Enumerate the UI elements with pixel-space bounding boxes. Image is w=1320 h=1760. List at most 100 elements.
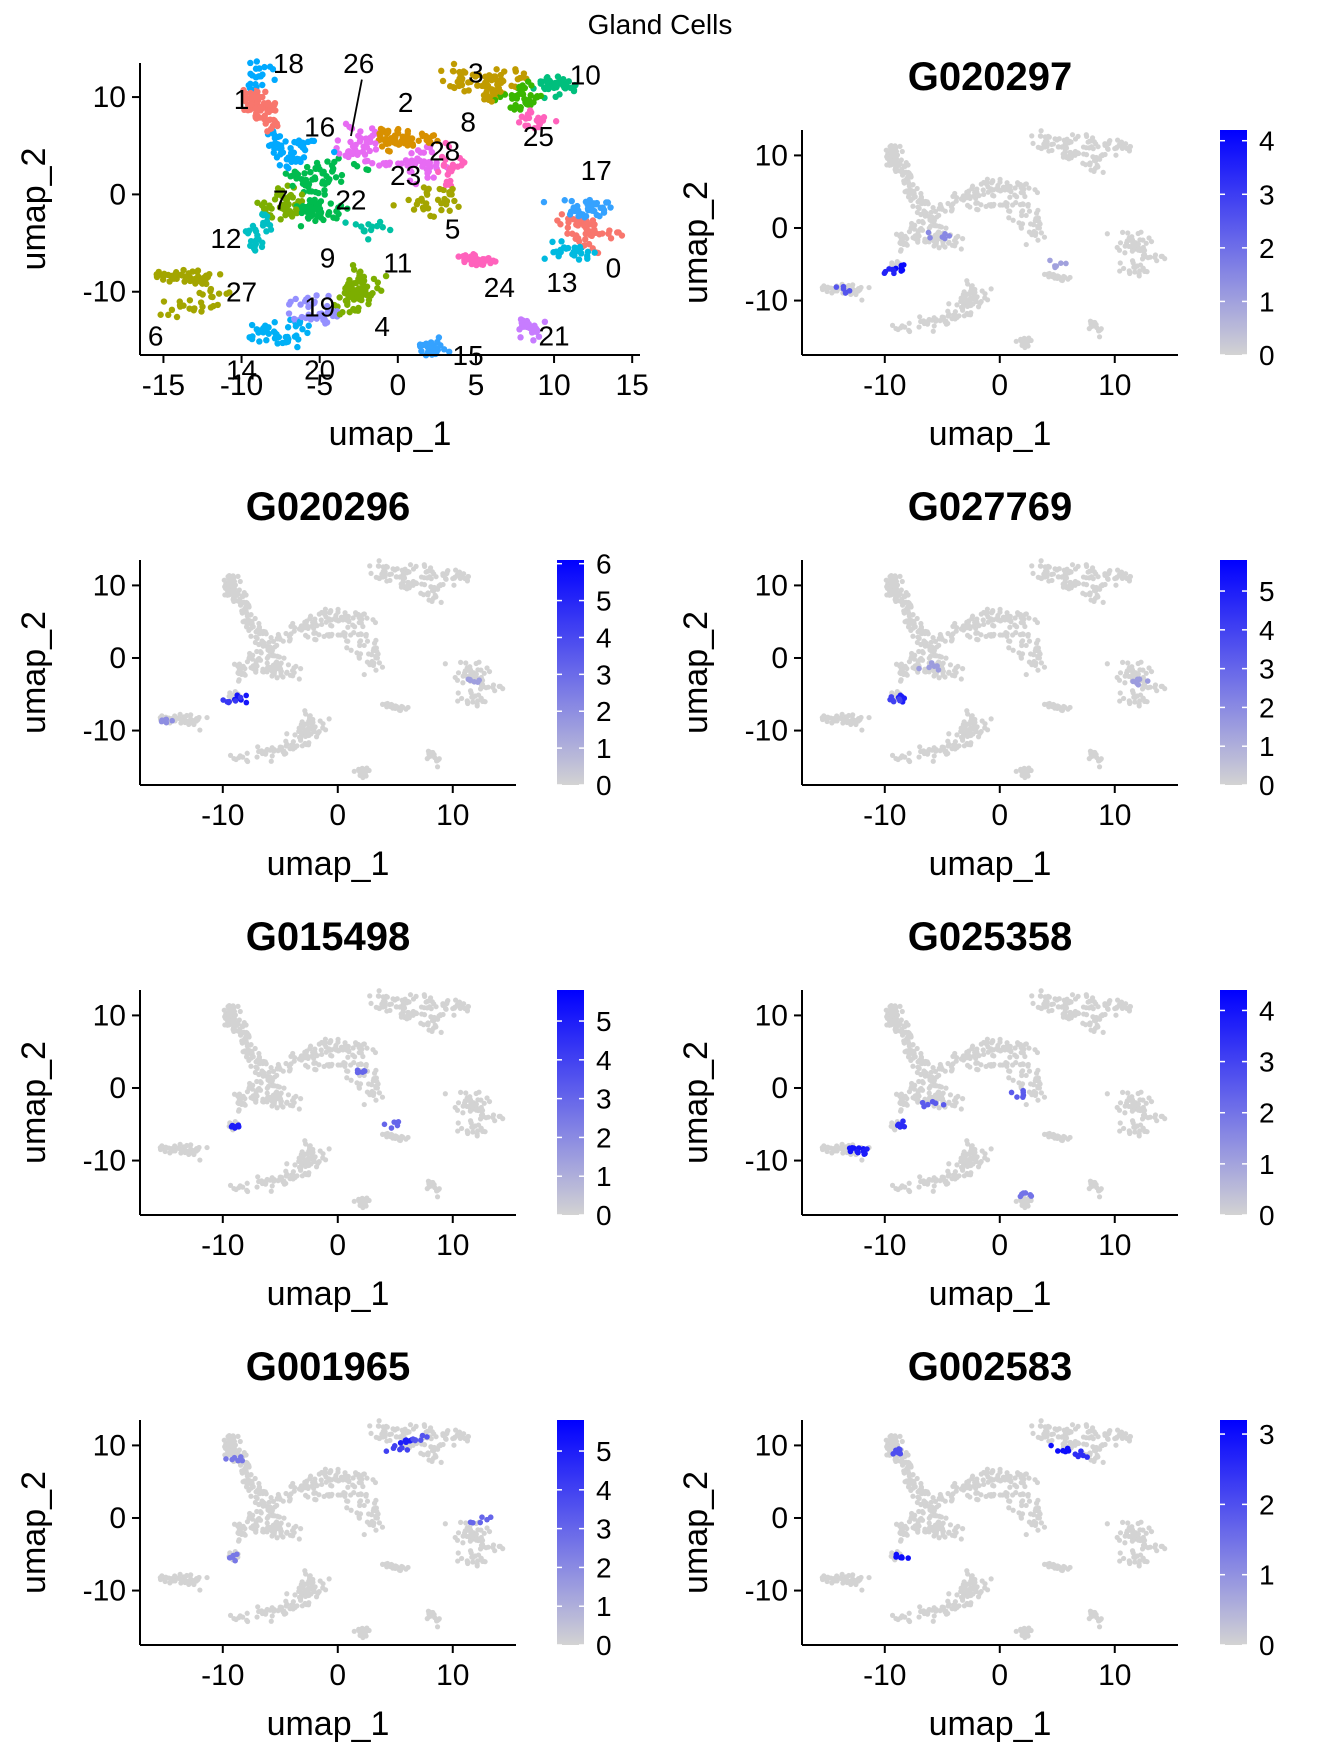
cell-point bbox=[1023, 671, 1029, 678]
cluster-label: 20 bbox=[304, 355, 335, 386]
cell-point bbox=[280, 1104, 286, 1110]
cell-point bbox=[244, 1051, 250, 1057]
cell-point bbox=[1095, 144, 1101, 150]
cell-point bbox=[379, 664, 386, 670]
cell-point bbox=[1021, 765, 1027, 771]
cluster-point bbox=[335, 155, 342, 162]
cell-point bbox=[1019, 1046, 1026, 1052]
cell-point bbox=[922, 630, 928, 637]
cell-point bbox=[974, 630, 981, 636]
cluster-point bbox=[182, 274, 189, 281]
cluster-point bbox=[325, 292, 332, 300]
cell-point bbox=[429, 752, 436, 758]
cell-point bbox=[316, 1041, 322, 1047]
cell-point bbox=[1094, 592, 1100, 598]
cluster-point bbox=[200, 274, 207, 282]
cell-point bbox=[1131, 694, 1137, 700]
cell-point bbox=[1139, 256, 1146, 262]
x-tick-label: -10 bbox=[863, 369, 906, 402]
cell-point bbox=[172, 713, 178, 719]
expression-point bbox=[946, 233, 953, 239]
cluster-point bbox=[263, 228, 270, 235]
cluster-point bbox=[282, 339, 290, 346]
cell-point bbox=[1098, 326, 1104, 332]
cell-point bbox=[1010, 1077, 1016, 1083]
cell-point bbox=[257, 1079, 263, 1085]
cluster-point bbox=[274, 185, 282, 192]
cell-point bbox=[1062, 145, 1068, 151]
cluster-point bbox=[387, 226, 394, 234]
cell-point bbox=[897, 573, 903, 579]
cluster-point bbox=[450, 83, 457, 91]
cell-point bbox=[964, 194, 970, 200]
cell-point bbox=[892, 1026, 898, 1033]
cluster-point bbox=[160, 298, 168, 305]
cell-point bbox=[475, 1128, 481, 1134]
cell-point bbox=[1038, 128, 1044, 134]
cell-point bbox=[1142, 268, 1148, 275]
cell-point bbox=[226, 1002, 232, 1009]
cluster-label: 14 bbox=[226, 355, 257, 386]
cluster-point bbox=[412, 180, 420, 188]
expression-point bbox=[476, 677, 483, 683]
cell-point bbox=[1046, 273, 1052, 279]
cell-point bbox=[307, 1043, 314, 1049]
cluster-point bbox=[575, 207, 582, 214]
cell-point bbox=[468, 1101, 474, 1107]
cell-point bbox=[1154, 688, 1160, 694]
cluster-point bbox=[607, 235, 615, 242]
cell-point bbox=[859, 297, 865, 303]
cell-point bbox=[422, 993, 428, 999]
cell-point bbox=[936, 1083, 942, 1089]
cluster-point bbox=[607, 204, 614, 211]
cell-point bbox=[492, 1118, 498, 1124]
cell-point bbox=[916, 754, 922, 760]
cell-point bbox=[901, 608, 907, 614]
cell-point bbox=[974, 616, 980, 622]
cell-point bbox=[236, 1091, 243, 1097]
cell-point bbox=[356, 1084, 362, 1090]
cluster-point bbox=[313, 315, 320, 322]
cell-point bbox=[275, 748, 281, 754]
cluster-point bbox=[561, 197, 568, 204]
colorbar bbox=[557, 560, 584, 785]
cell-point bbox=[291, 669, 297, 676]
cell-point bbox=[1154, 258, 1160, 264]
cluster-point bbox=[345, 283, 352, 291]
cell-point bbox=[285, 662, 292, 668]
cluster-label: 25 bbox=[523, 121, 554, 152]
cell-point bbox=[371, 1070, 378, 1076]
cluster-leader-line bbox=[350, 79, 363, 137]
cell-point bbox=[281, 655, 287, 661]
cell-point bbox=[185, 1148, 191, 1154]
cell-point bbox=[178, 1147, 185, 1153]
cell-point bbox=[964, 202, 971, 208]
cluster-point bbox=[357, 268, 364, 275]
cell-point bbox=[1120, 659, 1126, 665]
cell-point bbox=[318, 617, 324, 623]
cell-point bbox=[452, 574, 458, 580]
cell-point bbox=[943, 655, 949, 661]
cell-point bbox=[1012, 1045, 1018, 1051]
cell-point bbox=[308, 1151, 314, 1157]
cell-point bbox=[260, 1073, 266, 1079]
cluster-point bbox=[520, 70, 528, 77]
cell-point bbox=[288, 1061, 294, 1067]
cell-point bbox=[1038, 1090, 1045, 1096]
cluster-point bbox=[568, 197, 575, 205]
cell-point bbox=[380, 564, 386, 570]
cell-point bbox=[1013, 768, 1019, 774]
cell-point bbox=[357, 1046, 364, 1052]
expression-point bbox=[354, 1067, 361, 1073]
cell-point bbox=[277, 1096, 284, 1102]
cluster-point bbox=[296, 319, 303, 326]
cluster-point bbox=[516, 74, 524, 82]
cluster-point bbox=[591, 249, 598, 256]
cell-point bbox=[1051, 704, 1057, 710]
cell-point bbox=[361, 611, 367, 617]
cluster-point bbox=[559, 82, 567, 89]
cell-point bbox=[322, 727, 329, 733]
cell-point bbox=[893, 661, 900, 667]
figure-title: Gland Cells bbox=[588, 9, 733, 40]
expression-point bbox=[243, 692, 250, 699]
